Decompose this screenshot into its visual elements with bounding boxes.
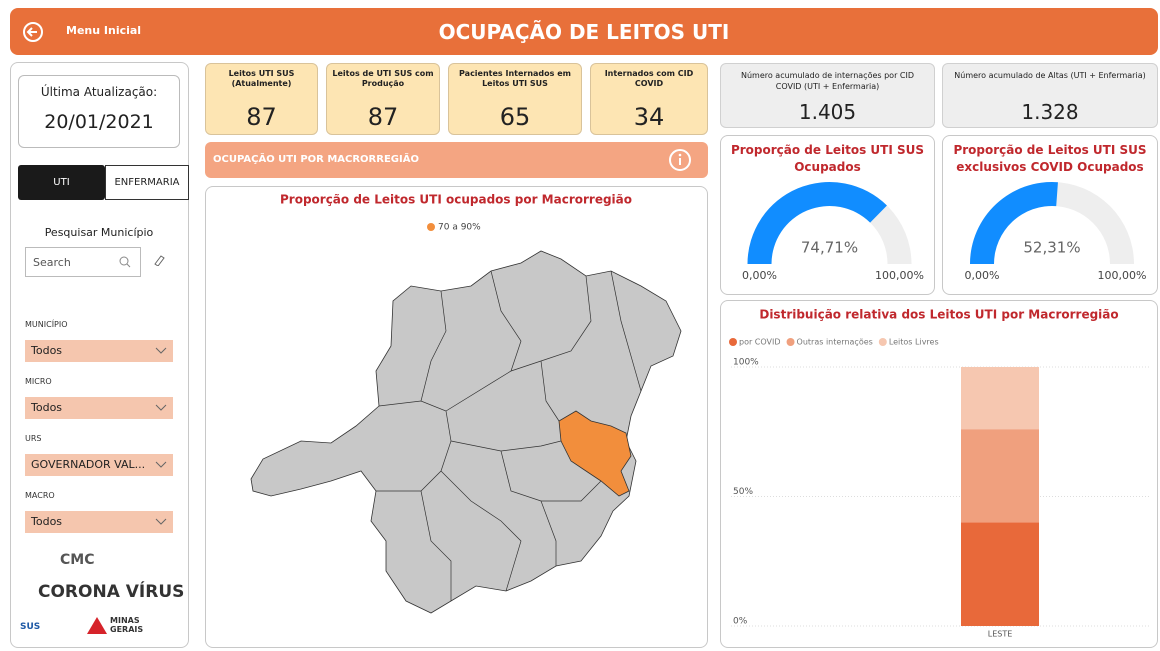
logo-cmc: CMC	[60, 552, 95, 568]
filter-select[interactable]: Todos	[25, 511, 173, 533]
page-title: OCUPAÇÃO DE LEITOS UTI	[438, 20, 730, 44]
logo-triangle	[87, 617, 107, 634]
filter-label: MUNICÍPIO	[25, 320, 68, 329]
back-button[interactable]	[22, 21, 44, 43]
kpi-card: Número acumulado de Altas (UTI + Enferma…	[942, 63, 1158, 128]
y-tick-label: 50%	[733, 487, 753, 497]
gauge-panel: Proporção de Leitos UTI SUS Ocupados 74,71…	[720, 135, 935, 295]
legend-label: por COVID	[739, 338, 781, 347]
gauge-value: 74,71%	[801, 239, 858, 257]
dropdown-arrow	[155, 347, 167, 354]
state-outline	[250, 250, 682, 614]
gauge-range-label: 100,00%	[1098, 269, 1147, 282]
gauge-title: Proporção de Leitos UTI SUS exclusivos CO…	[953, 143, 1146, 174]
update-date: 20/01/2021	[44, 111, 154, 133]
gauge-value: 52,31%	[1023, 239, 1080, 257]
legend-label: Outras internações	[797, 338, 873, 347]
gauge-title: Proporção de Leitos UTI SUS Ocupados	[731, 143, 924, 174]
filter-select[interactable]: Todos	[25, 397, 173, 419]
legend-marker	[427, 223, 435, 231]
search-box[interactable]: Search	[25, 247, 141, 277]
kpi-card: Número acumulado de internações por CID …	[720, 63, 935, 128]
kpi-value: 87	[246, 103, 277, 131]
eraser-icon[interactable]	[152, 254, 166, 266]
gauge-chart: Proporção de Leitos UTI SUS exclusivos CO…	[953, 143, 1147, 283]
kpi-label: Leitos de UTI SUS com Produção	[332, 69, 434, 88]
kpi-label: Número acumulado de internações por CID …	[740, 71, 915, 91]
gauge-range-label: 100,00%	[875, 269, 924, 282]
logo-sus: SUS	[20, 622, 41, 632]
filter-label: URS	[25, 434, 42, 443]
legend-marker	[729, 338, 737, 346]
chart-title: Distribuição relativa dos Leitos UTI por…	[759, 308, 1118, 322]
kpi-value: 87	[367, 103, 399, 131]
region-highlight[interactable]	[558, 410, 632, 497]
legend-label: 70 a 90%	[438, 223, 481, 233]
gauge-range-label: 0,00%	[742, 269, 777, 282]
legend-marker	[786, 338, 795, 346]
map-title: Proporção de Leitos UTI ocupados por Mac…	[280, 193, 632, 207]
header-bar: Menu Inicial OCUPAÇÃO DE LEITOS UTI	[10, 8, 1158, 55]
update-label: Última Atualização:	[40, 85, 158, 99]
update-box: Última Atualização: 20/01/2021	[18, 75, 180, 148]
menu-link[interactable]: Menu Inicial	[66, 24, 142, 37]
bar-segment	[961, 429, 1039, 523]
kpi-card: Leitos de UTI SUS com Produção 87	[326, 63, 440, 135]
bar-panel: Distribuição relativa dos Leitos UTI por…	[720, 300, 1158, 648]
filter-label: MICRO	[25, 377, 52, 386]
kpi-label: Leitos UTI SUS (Atualmente)	[228, 69, 295, 88]
kpi-value: 1.405	[798, 100, 857, 124]
kpi-label: Internados com CID COVID	[604, 69, 694, 88]
bar-segment	[961, 522, 1039, 626]
filter-label: MACRO	[25, 491, 55, 500]
search-icon	[119, 256, 131, 268]
logo-minas: MINAS GERAIS	[110, 616, 144, 634]
tab-uti[interactable]: UTI	[18, 165, 105, 200]
kpi-card: Leitos UTI SUS (Atualmente) 87	[205, 63, 318, 135]
section-bar: OCUPAÇÃO UTI POR MACRORREGIÃO	[205, 142, 708, 178]
gauge-arc	[970, 182, 1058, 264]
y-tick-label: 100%	[733, 358, 759, 368]
y-tick-label: 0%	[733, 617, 748, 627]
region-borders	[376, 270, 642, 601]
bar-chart: Distribuição relativa dos Leitos UTI por…	[729, 308, 1149, 639]
filter-select[interactable]: GOVERNADOR VAL...	[25, 454, 173, 476]
kpi-card: Pacientes Internados em Leitos UTI SUS 65	[448, 63, 582, 135]
legend-marker	[878, 338, 887, 346]
bar-segment	[961, 367, 1039, 430]
filter-select[interactable]: Todos	[25, 340, 173, 362]
legend-label: Leitos Livres	[889, 338, 939, 347]
kpi-label: Número acumulado de Altas (UTI + Enferma…	[954, 71, 1146, 80]
gauge-arc	[747, 181, 887, 264]
search-title: Pesquisar Município	[44, 226, 154, 239]
gauge-range-label: 0,00%	[965, 269, 1000, 282]
map: Proporção de Leitos UTI ocupados por Mac…	[250, 193, 682, 614]
x-tick-label: LESTE	[988, 630, 1013, 639]
kpi-value: 34	[633, 103, 665, 131]
tab-enfermaria[interactable]: ENFERMARIA	[105, 165, 189, 200]
kpi-card: Internados com CID COVID 34	[590, 63, 708, 135]
map-panel: Proporção de Leitos UTI ocupados por Mac…	[205, 186, 708, 648]
dropdown-arrow	[155, 518, 167, 525]
kpi-value: 1.328	[1021, 100, 1079, 124]
dropdown-arrow	[155, 404, 167, 411]
info-icon[interactable]	[668, 148, 692, 172]
section-title: OCUPAÇÃO UTI POR MACRORREGIÃO	[213, 154, 419, 165]
gauge-chart: Proporção de Leitos UTI SUS Ocupados 74,71…	[731, 143, 924, 283]
map-shapes	[250, 250, 682, 614]
gauge-panel: Proporção de Leitos UTI SUS exclusivos CO…	[942, 135, 1158, 295]
logo-corona: CORONA VÍRUS	[38, 582, 185, 602]
kpi-label: Pacientes Internados em Leitos UTI SUS	[459, 69, 571, 88]
dropdown-arrow	[155, 461, 167, 468]
kpi-value: 65	[499, 103, 531, 131]
